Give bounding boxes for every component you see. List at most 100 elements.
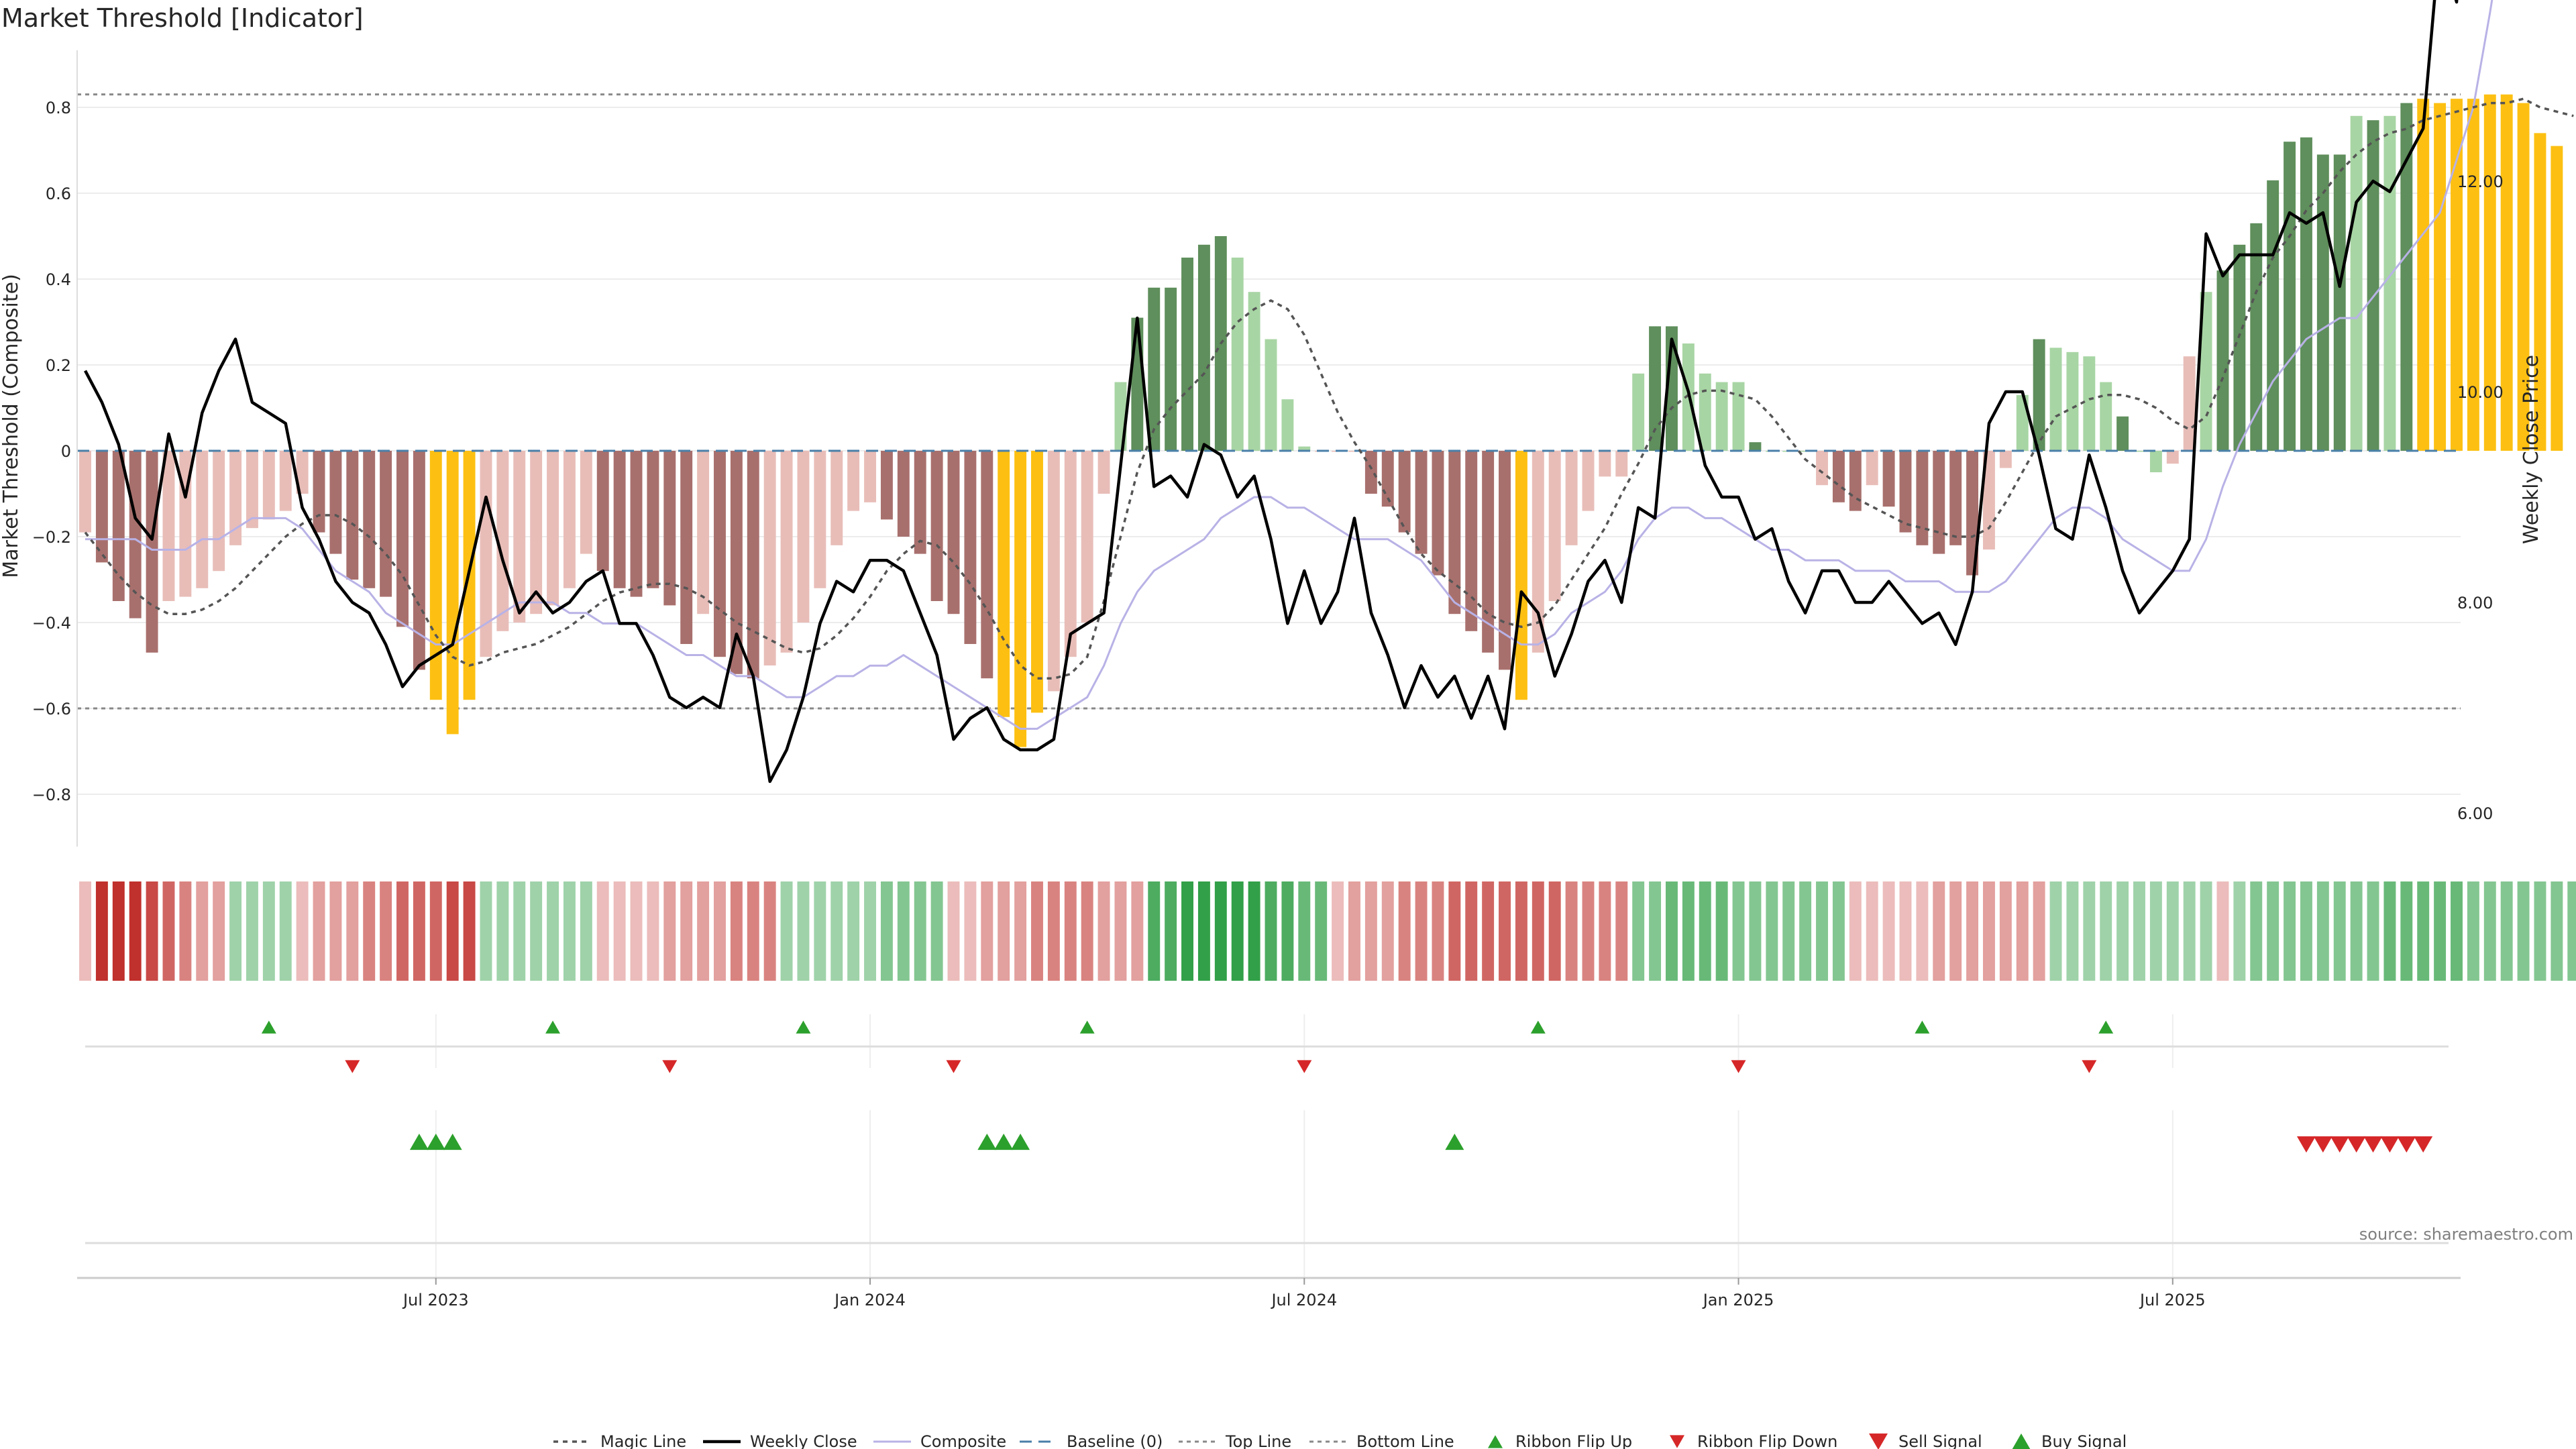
ribbon-cell bbox=[864, 881, 876, 981]
composite-bar bbox=[2500, 94, 2513, 451]
composite-bar bbox=[1348, 451, 1360, 452]
composite-bar bbox=[296, 451, 309, 494]
composite-bar bbox=[1982, 451, 1995, 550]
sell-signal-marker bbox=[2397, 1136, 2416, 1153]
ribbon-cell bbox=[1715, 881, 1728, 981]
ribbon-cell bbox=[714, 881, 726, 981]
composite-bar bbox=[2517, 103, 2530, 451]
y-tick-label-left: 0 bbox=[61, 442, 71, 461]
ribbon-cell bbox=[2451, 881, 2463, 981]
ribbon-cell bbox=[296, 881, 309, 981]
ribbon-cell bbox=[914, 881, 926, 981]
composite-bar bbox=[496, 451, 509, 631]
composite-bar bbox=[1432, 451, 1444, 576]
ribbon-cell bbox=[2116, 881, 2129, 981]
composite-bar bbox=[2033, 339, 2045, 451]
composite-bar bbox=[647, 451, 659, 588]
ribbon-cell bbox=[1749, 881, 1762, 981]
y-tick-label-right: 10.00 bbox=[2457, 383, 2504, 402]
ribbon-cell bbox=[2551, 881, 2563, 981]
composite-bar bbox=[313, 451, 325, 533]
ribbon-cell bbox=[1916, 881, 1929, 981]
composite-bar bbox=[1832, 451, 1845, 502]
ribbon-cell bbox=[2083, 881, 2096, 981]
legend-swatch-marker bbox=[1670, 1435, 1684, 1448]
ribbon-cell bbox=[396, 881, 409, 981]
ribbon-cell bbox=[1699, 881, 1711, 981]
composite-bar bbox=[897, 451, 910, 537]
composite-bar bbox=[613, 451, 626, 588]
composite-bar bbox=[1715, 382, 1728, 451]
composite-bar bbox=[1966, 451, 1979, 576]
ribbon-cell bbox=[2100, 881, 2112, 981]
composite-bar bbox=[1499, 451, 1511, 670]
composite-bar bbox=[1949, 451, 1962, 545]
x-axis: Jul 2023 Jan 2024 Jul 2024 Jan 2025 Jul 2025 bbox=[77, 1277, 2461, 1309]
composite-bar bbox=[2383, 115, 2396, 451]
ribbon-flip-down-marker bbox=[345, 1060, 360, 1073]
ribbon-cell bbox=[463, 881, 476, 981]
ribbon-cell bbox=[1982, 881, 1995, 981]
ribbon-strip bbox=[79, 881, 2576, 981]
ribbon-cell bbox=[780, 881, 793, 981]
composite-bar bbox=[2451, 99, 2463, 451]
ribbon-cell bbox=[1097, 881, 1110, 981]
ribbon-cell bbox=[1114, 881, 1127, 981]
composite-bar bbox=[329, 451, 342, 554]
composite-bar bbox=[630, 451, 643, 597]
ribbon-cell bbox=[2216, 881, 2229, 981]
composite-bar bbox=[1047, 451, 1060, 692]
legend-swatch-marker bbox=[1488, 1435, 1503, 1448]
ribbon-cell bbox=[1849, 881, 1862, 981]
composite-bar bbox=[1181, 258, 1193, 451]
composite-bar bbox=[413, 451, 425, 670]
composite-bar bbox=[697, 451, 710, 614]
source-label: source: sharemaestro.com bbox=[2359, 1225, 2573, 1244]
composite-bar bbox=[146, 451, 158, 653]
ribbon-cell bbox=[2350, 881, 2363, 981]
composite-bar bbox=[262, 451, 275, 520]
ribbon-cell bbox=[329, 881, 342, 981]
ribbon-cell bbox=[1548, 881, 1561, 981]
ribbon-cell bbox=[1064, 881, 1077, 981]
legend-label: Composite bbox=[920, 1432, 1006, 1449]
composite-bar bbox=[2434, 103, 2447, 451]
composite-bar bbox=[1231, 258, 1244, 451]
composite-bar bbox=[1749, 442, 1762, 451]
ribbon-cell bbox=[1682, 881, 1695, 981]
y-tick-label-left: 0.2 bbox=[46, 356, 71, 375]
ribbon-cell bbox=[1799, 881, 1812, 981]
ribbon-flip-up-marker bbox=[261, 1020, 276, 1034]
ribbon-cell bbox=[1632, 881, 1645, 981]
composite-bar bbox=[1064, 451, 1077, 657]
composite-bar bbox=[998, 451, 1010, 717]
buy-signal-marker bbox=[977, 1133, 997, 1150]
ribbon-cell bbox=[1332, 881, 1344, 981]
ribbon-cell bbox=[2567, 881, 2576, 981]
composite-bar bbox=[1398, 451, 1411, 533]
composite-bar bbox=[1448, 451, 1461, 614]
composite-bar bbox=[1482, 451, 1495, 653]
composite-bar bbox=[1364, 451, 1377, 494]
ribbon-cell bbox=[2066, 881, 2079, 981]
ribbon-cell bbox=[730, 881, 743, 981]
composite-bar bbox=[596, 451, 609, 572]
composite-bar bbox=[446, 451, 459, 735]
ribbon-cell bbox=[1165, 881, 1177, 981]
ribbon-cell bbox=[1649, 881, 1662, 981]
composite-bar bbox=[1265, 339, 1277, 451]
ribbon-cell bbox=[2400, 881, 2413, 981]
composite-bar bbox=[547, 451, 559, 606]
ribbon-cell bbox=[1265, 881, 1277, 981]
composite-bar bbox=[580, 451, 592, 554]
composite-bar bbox=[1548, 451, 1561, 601]
ribbon-cell bbox=[246, 881, 258, 981]
ribbon-cell bbox=[279, 881, 292, 981]
ribbon-cell bbox=[2166, 881, 2179, 981]
composite-bar bbox=[1148, 287, 1161, 451]
ribbon-cell bbox=[262, 881, 275, 981]
composite-bar bbox=[1248, 292, 1260, 451]
composite-bar bbox=[763, 451, 776, 665]
ribbon-cell bbox=[2033, 881, 2045, 981]
ribbon-cell bbox=[2467, 881, 2479, 981]
